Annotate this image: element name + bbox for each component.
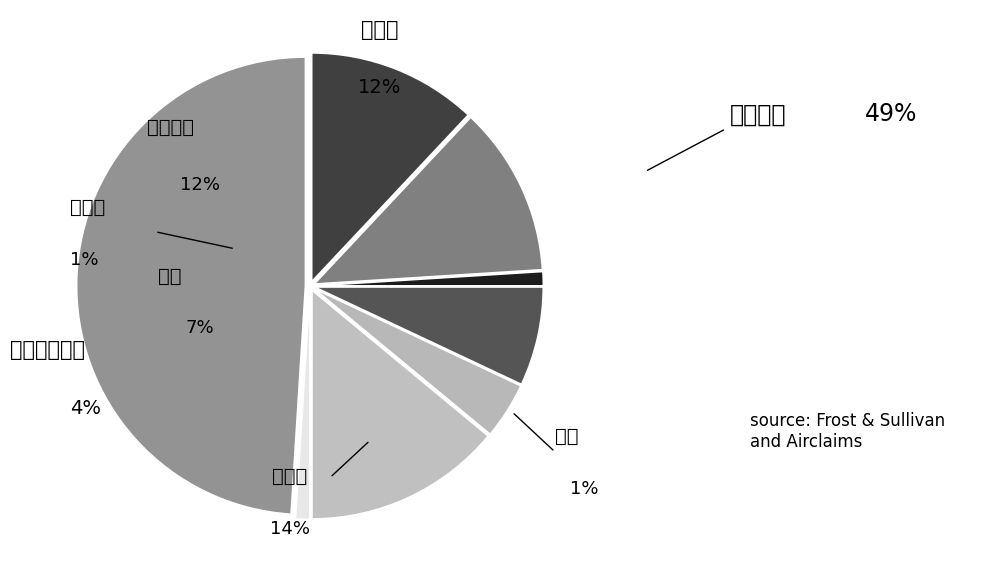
Text: 49%: 49% [865, 102, 917, 126]
Text: 1%: 1% [570, 480, 598, 498]
Wedge shape [77, 57, 305, 514]
Text: 12%: 12% [180, 177, 220, 194]
Wedge shape [295, 291, 310, 519]
Wedge shape [314, 288, 521, 434]
Text: 7%: 7% [186, 320, 214, 337]
Text: 14%: 14% [270, 520, 310, 538]
Text: 太阳阵，: 太阳阵， [730, 102, 786, 126]
Text: 负载电子设备: 负载电子设备 [10, 340, 85, 360]
Wedge shape [312, 53, 468, 282]
Text: 推进系统: 推进系统 [146, 118, 194, 137]
Wedge shape [314, 287, 543, 384]
Text: 天线: 天线 [158, 267, 182, 286]
Text: 蓄电池: 蓄电池 [361, 20, 399, 40]
Text: 1%: 1% [70, 251, 98, 269]
Text: 控制器: 控制器 [272, 467, 308, 486]
Text: 结构: 结构 [555, 427, 578, 446]
Text: 4%: 4% [70, 399, 101, 418]
Wedge shape [315, 272, 543, 286]
Text: source: Frost & Sullivan
and Airclaims: source: Frost & Sullivan and Airclaims [750, 412, 945, 451]
Text: 12%: 12% [358, 78, 402, 97]
Wedge shape [312, 290, 488, 519]
Wedge shape [314, 117, 542, 284]
Text: 变换器: 变换器 [70, 198, 105, 217]
